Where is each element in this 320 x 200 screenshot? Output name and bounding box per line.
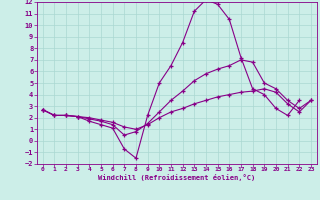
X-axis label: Windchill (Refroidissement éolien,°C): Windchill (Refroidissement éolien,°C) <box>98 174 255 181</box>
